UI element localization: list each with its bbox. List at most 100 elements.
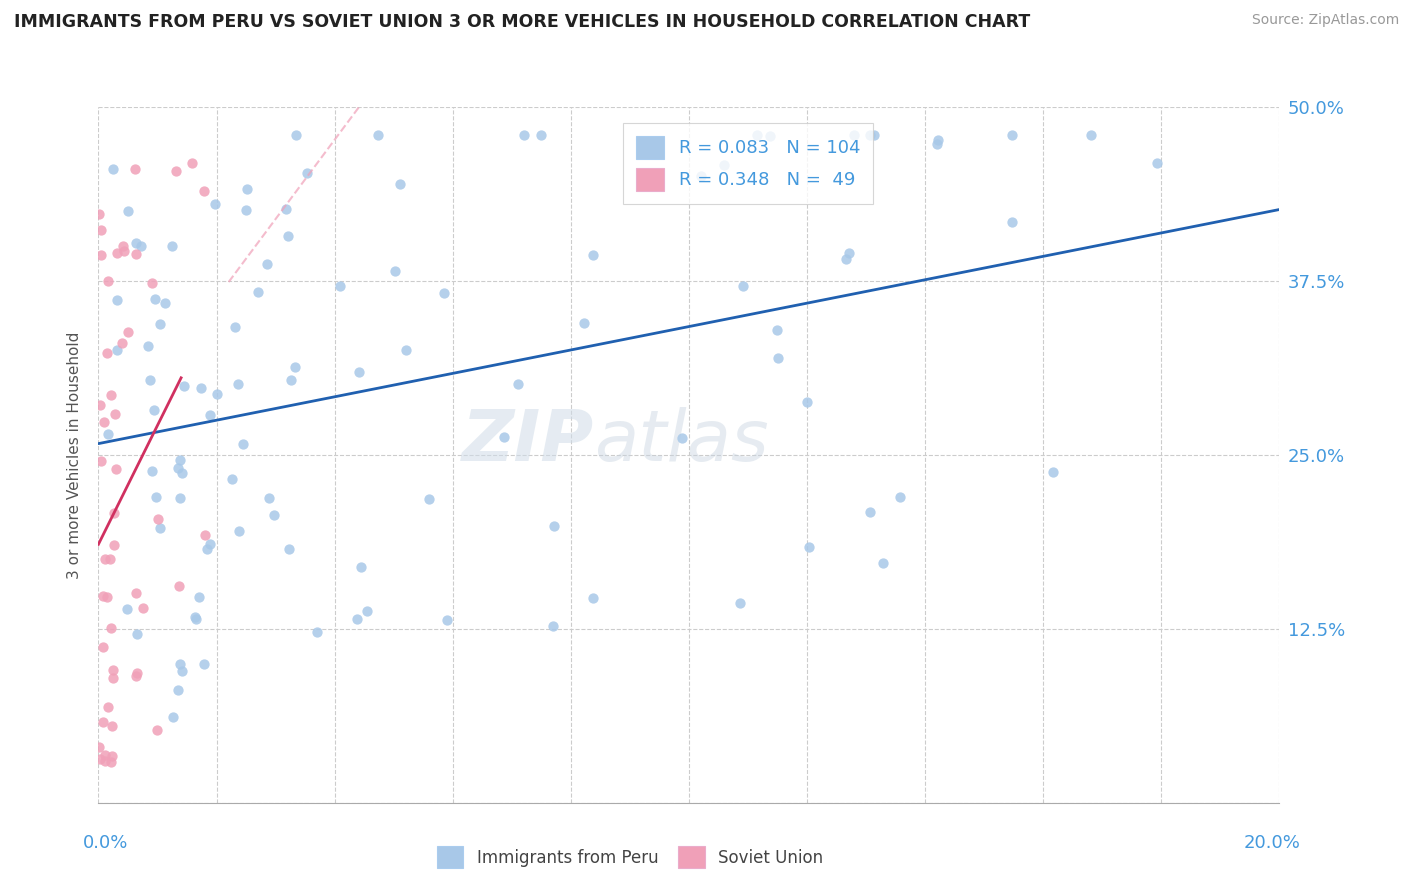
Point	[731, 279, 754, 293]
Point	[295, 166, 318, 180]
Point	[125, 627, 148, 641]
Point	[146, 512, 169, 526]
Point	[125, 669, 148, 683]
Point	[329, 279, 352, 293]
Point	[418, 491, 440, 506]
Point	[193, 657, 215, 671]
Point	[859, 505, 882, 519]
Point	[104, 407, 127, 421]
Point	[925, 136, 948, 151]
Point	[232, 437, 254, 451]
Point	[103, 506, 125, 520]
Point	[124, 586, 146, 600]
Legend: Immigrants from Peru, Soviet Union: Immigrants from Peru, Soviet Union	[430, 839, 830, 874]
Point	[835, 252, 858, 266]
Point	[433, 285, 456, 300]
Point	[1080, 128, 1102, 142]
Point	[100, 388, 122, 402]
Point	[284, 360, 307, 375]
Point	[124, 161, 146, 176]
Point	[747, 128, 769, 142]
Point	[200, 408, 222, 422]
Text: 0.0%: 0.0%	[83, 834, 128, 852]
Text: 20.0%: 20.0%	[1244, 834, 1301, 852]
Point	[799, 540, 821, 554]
Point	[104, 462, 127, 476]
Point	[129, 239, 152, 253]
Point	[141, 276, 163, 290]
Point	[91, 589, 114, 603]
Text: IMMIGRANTS FROM PERU VS SOVIET UNION 3 OR MORE VEHICLES IN HOUSEHOLD CORRELATION: IMMIGRANTS FROM PERU VS SOVIET UNION 3 O…	[14, 13, 1031, 31]
Point	[356, 604, 378, 618]
Point	[96, 346, 118, 360]
Point	[101, 748, 124, 763]
Point	[367, 128, 389, 142]
Point	[766, 323, 789, 337]
Point	[395, 343, 418, 358]
Point	[842, 128, 865, 142]
Point	[224, 320, 246, 334]
Point	[759, 129, 782, 144]
Point	[97, 274, 120, 288]
Point	[872, 556, 894, 570]
Point	[141, 465, 163, 479]
Point	[100, 755, 122, 769]
Point	[173, 379, 195, 393]
Point	[93, 714, 115, 729]
Point	[165, 163, 187, 178]
Point	[101, 671, 124, 685]
Point	[160, 239, 183, 253]
Point	[125, 235, 148, 250]
Point	[506, 376, 529, 391]
Point	[96, 591, 118, 605]
Point	[1001, 215, 1024, 229]
Point	[766, 351, 789, 365]
Point	[1042, 466, 1064, 480]
Point	[530, 128, 553, 142]
Point	[190, 381, 212, 395]
Point	[89, 740, 111, 755]
Point	[93, 416, 115, 430]
Text: ZIP: ZIP	[463, 407, 595, 475]
Point	[166, 683, 188, 698]
Point	[927, 132, 949, 146]
Point	[90, 247, 112, 261]
Point	[100, 621, 122, 635]
Point	[263, 508, 285, 522]
Point	[149, 317, 172, 331]
Point	[1001, 128, 1024, 142]
Point	[170, 466, 193, 480]
Point	[235, 203, 257, 218]
Point	[280, 373, 302, 387]
Text: atlas: atlas	[595, 407, 769, 475]
Point	[838, 246, 860, 260]
Point	[115, 602, 138, 616]
Point	[180, 155, 202, 169]
Point	[671, 431, 693, 445]
Point	[389, 177, 412, 191]
Point	[125, 246, 148, 260]
Point	[87, 207, 110, 221]
Point	[350, 559, 373, 574]
Point	[100, 719, 122, 733]
Point	[205, 387, 228, 401]
Point	[349, 365, 371, 379]
Point	[167, 460, 190, 475]
Point	[494, 430, 516, 444]
Point	[98, 552, 121, 566]
Point	[796, 394, 818, 409]
Point	[200, 537, 222, 551]
Point	[117, 203, 139, 218]
Point	[169, 491, 191, 505]
Point	[246, 285, 269, 300]
Point	[111, 336, 134, 351]
Point	[713, 158, 735, 172]
Point	[131, 601, 153, 615]
Point	[169, 579, 191, 593]
Point	[89, 752, 111, 766]
Point	[257, 491, 280, 505]
Point	[89, 398, 111, 412]
Point	[194, 528, 217, 542]
Point	[142, 402, 165, 417]
Point	[184, 609, 207, 624]
